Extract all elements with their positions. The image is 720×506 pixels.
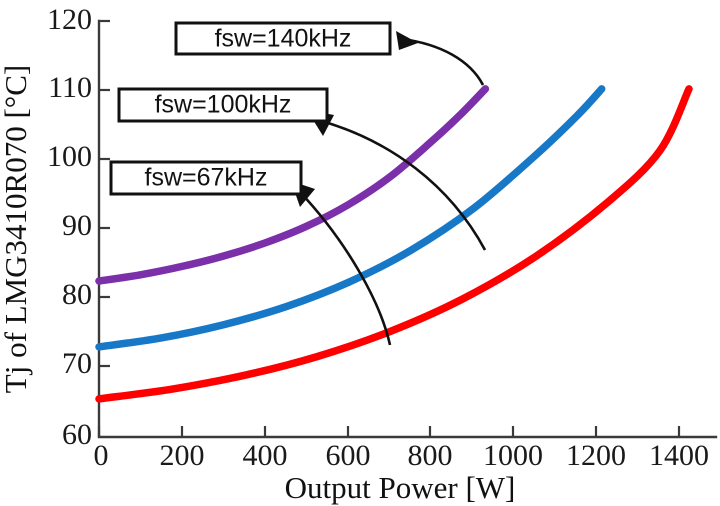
y-tick-label: 70 [62,347,92,380]
arrow-140khz-head [396,31,418,50]
y-tick-label: 110 [48,71,92,104]
axes: 120 110 100 90 80 70 60 0 200 400 600 80… [0,3,718,505]
annotation-text: fsw=140kHz [215,25,352,53]
x-tick-label: 0 [94,439,109,472]
y-tick-label: 120 [47,3,92,36]
annotation-box [109,160,303,196]
x-tick-marks [97,426,681,437]
annotation-fsw-67khz: fsw=67kHz [109,160,303,196]
annotation-box [174,21,392,56]
arrow-67khz-line [299,191,392,346]
y-tick-marks [99,19,110,368]
x-axis-title: Output Power [W] [285,470,516,505]
annotation-fsw-140khz: fsw=140kHz [174,21,392,56]
x-tick-label: 600 [326,439,371,472]
annotation-fsw-100khz: fsw=100kHz [117,87,329,123]
data-curves [95,85,693,403]
y-tick-label: 100 [47,140,92,173]
x-tick-label: 1400 [649,439,709,472]
y-tick-labels: 120 110 100 90 80 70 60 [47,3,92,451]
x-tick-label: 1200 [566,439,626,472]
arrow-140khz-line [401,37,485,86]
x-tick-label: 800 [408,439,453,472]
annotation-text: fsw=100kHz [155,91,292,119]
x-tick-label: 400 [243,439,288,472]
x-tick-label: 200 [160,439,205,472]
arrow-100khz-line [317,118,487,251]
curve-fsw-67khz [95,85,693,403]
y-tick-label: 60 [62,418,92,451]
annotation-labels: fsw=140kHz fsw=100kHz fsw=67kHz [109,21,392,196]
annotation-box [117,87,329,123]
curve-fsw-140khz [95,85,490,285]
annotation-text: fsw=67kHz [145,164,268,192]
y-tick-label: 90 [62,209,92,242]
y-axis-title: Tj of LMG3410R070 [°C] [0,65,33,393]
axis-lines [97,19,718,439]
x-tick-label: 1000 [483,439,543,472]
y-tick-label: 80 [62,278,92,311]
x-tick-labels: 0 200 400 600 800 1000 1200 1400 [94,439,710,472]
curve-fsw-100khz [95,85,606,351]
